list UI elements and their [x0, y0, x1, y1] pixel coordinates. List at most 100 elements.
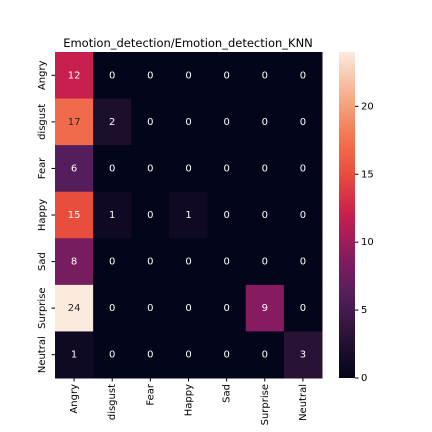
cell-label: 0 [300, 70, 306, 81]
cell [169, 238, 209, 286]
cell [55, 145, 94, 193]
cell-label: 0 [147, 303, 153, 314]
cell-label: 0 [223, 70, 229, 81]
cell-label: 0 [147, 70, 153, 81]
cell [55, 284, 94, 332]
cell-label: 0 [185, 117, 191, 128]
cell [131, 238, 170, 286]
cell [131, 52, 170, 100]
cell [245, 284, 285, 332]
x-tick-label: Sad [222, 384, 233, 403]
cell [169, 145, 209, 193]
cell [283, 238, 323, 286]
cell-label: 1 [185, 210, 191, 221]
cell-label: 17 [68, 117, 81, 128]
cell [55, 191, 94, 239]
y-tick-label: Surprise [37, 287, 48, 328]
cell-label: 0 [109, 70, 115, 81]
cell [131, 145, 170, 193]
colorbar-tick-label: 20 [361, 101, 374, 112]
cell-label: 15 [68, 210, 81, 221]
cell [169, 98, 209, 146]
cell-label: 12 [68, 70, 81, 81]
cell-label: 0 [147, 210, 153, 221]
cell-label: 0 [300, 257, 306, 268]
x-tick-label: Happy [184, 384, 195, 416]
cell [93, 331, 132, 379]
cell-label: 0 [223, 303, 229, 314]
x-tick-label: Angry [69, 384, 80, 414]
cell-label: 8 [71, 257, 77, 268]
cell-label: 1 [71, 350, 77, 361]
cell-label: 0 [185, 163, 191, 174]
cell-label: 24 [68, 303, 81, 314]
cell [93, 98, 132, 146]
cell-label: 0 [262, 70, 268, 81]
cell-label: 0 [262, 210, 268, 221]
colorbar-tick-label: 0 [361, 373, 367, 384]
cell-label: 0 [262, 163, 268, 174]
cell [283, 331, 323, 379]
y-tick-label: Angry [37, 60, 48, 90]
cell-label: 2 [109, 117, 115, 128]
y-tick-label: disgust [37, 104, 48, 140]
cell [93, 238, 132, 286]
cell-label: 3 [300, 350, 306, 361]
cell [169, 331, 209, 379]
cell-label: 0 [109, 257, 115, 268]
cell-label: 0 [262, 257, 268, 268]
cell [207, 98, 247, 146]
y-tick-label: Neutral [37, 336, 48, 373]
chart-title: Emotion_detection/Emotion_detection_KNN [63, 36, 313, 50]
cell [169, 284, 209, 332]
cell [283, 284, 323, 332]
cell-label: 0 [223, 163, 229, 174]
cell-label: 0 [147, 163, 153, 174]
cell-label: 0 [223, 117, 229, 128]
cell-label: 0 [147, 117, 153, 128]
cell-label: 0 [223, 210, 229, 221]
cell-label: 1 [109, 210, 115, 221]
cell [245, 145, 285, 193]
cell-label: 0 [109, 303, 115, 314]
cell-label: 0 [223, 350, 229, 361]
cell [93, 191, 132, 239]
cell [169, 52, 209, 100]
cell-label: 6 [71, 163, 77, 174]
cell [55, 52, 94, 100]
cell [207, 284, 247, 332]
cell-label: 0 [185, 303, 191, 314]
cell [207, 191, 247, 239]
cell-label: 0 [185, 70, 191, 81]
colorbar-tick-label: 10 [361, 237, 374, 248]
cell [207, 238, 247, 286]
cell [245, 331, 285, 379]
cell-label: 0 [223, 257, 229, 268]
cell [131, 331, 170, 379]
cell-label: 0 [109, 350, 115, 361]
cell [93, 145, 132, 193]
cell-label: 0 [300, 163, 306, 174]
x-tick-label: Fear [145, 383, 156, 405]
cell-label: 0 [147, 350, 153, 361]
cell [55, 98, 94, 146]
cell-label: 0 [300, 210, 306, 221]
cell [245, 191, 285, 239]
x-tick-label: Surprise [260, 384, 271, 425]
cell [245, 238, 285, 286]
cell [283, 52, 323, 100]
cell [207, 52, 247, 100]
x-tick-label: Neutral [298, 384, 309, 421]
cell-label: 0 [262, 117, 268, 128]
cell [283, 145, 323, 193]
colorbar-tick-label: 15 [361, 169, 374, 180]
cell [93, 52, 132, 100]
cell [245, 52, 285, 100]
colorbar-tick-label: 5 [361, 305, 367, 316]
cell-label: 9 [262, 303, 268, 314]
cell [55, 238, 94, 286]
y-tick-label: Sad [37, 252, 48, 271]
cell [131, 191, 170, 239]
cell-label: 0 [262, 350, 268, 361]
